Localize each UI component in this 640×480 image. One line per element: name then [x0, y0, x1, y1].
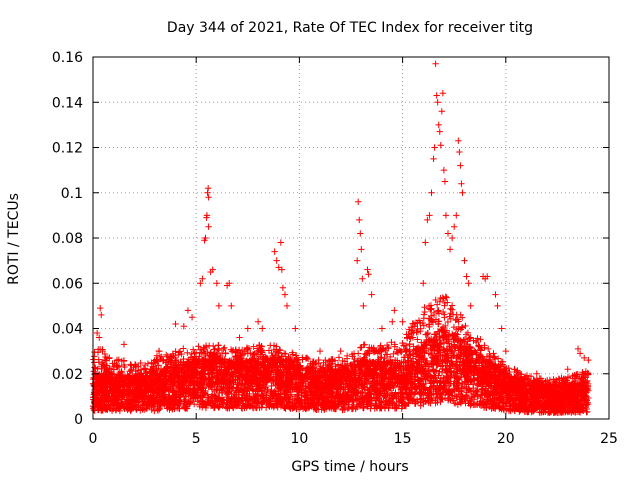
- data-point: [505, 365, 512, 372]
- data-point: [390, 350, 397, 358]
- data-point: [414, 336, 421, 343]
- data-point: [443, 294, 450, 301]
- data-point: [474, 335, 481, 342]
- data-point: [435, 320, 442, 328]
- data-point: [436, 368, 443, 375]
- data-point: [432, 296, 439, 304]
- data-point: [441, 302, 448, 309]
- data-point: [546, 376, 554, 384]
- data-point: [444, 318, 452, 326]
- data-point: [569, 375, 577, 382]
- data-point: [388, 339, 395, 346]
- data-point: [477, 336, 484, 343]
- data-points: [89, 60, 592, 417]
- data-point: [349, 405, 357, 412]
- grid-lines: [93, 57, 609, 419]
- data-point: [455, 390, 462, 398]
- chart-title: Day 344 of 2021, Rate Of TEC Index for r…: [167, 20, 533, 36]
- data-point: [134, 367, 142, 374]
- data-point: [569, 372, 576, 380]
- data-point: [144, 360, 152, 367]
- data-point: [384, 351, 391, 358]
- data-point: [470, 337, 477, 344]
